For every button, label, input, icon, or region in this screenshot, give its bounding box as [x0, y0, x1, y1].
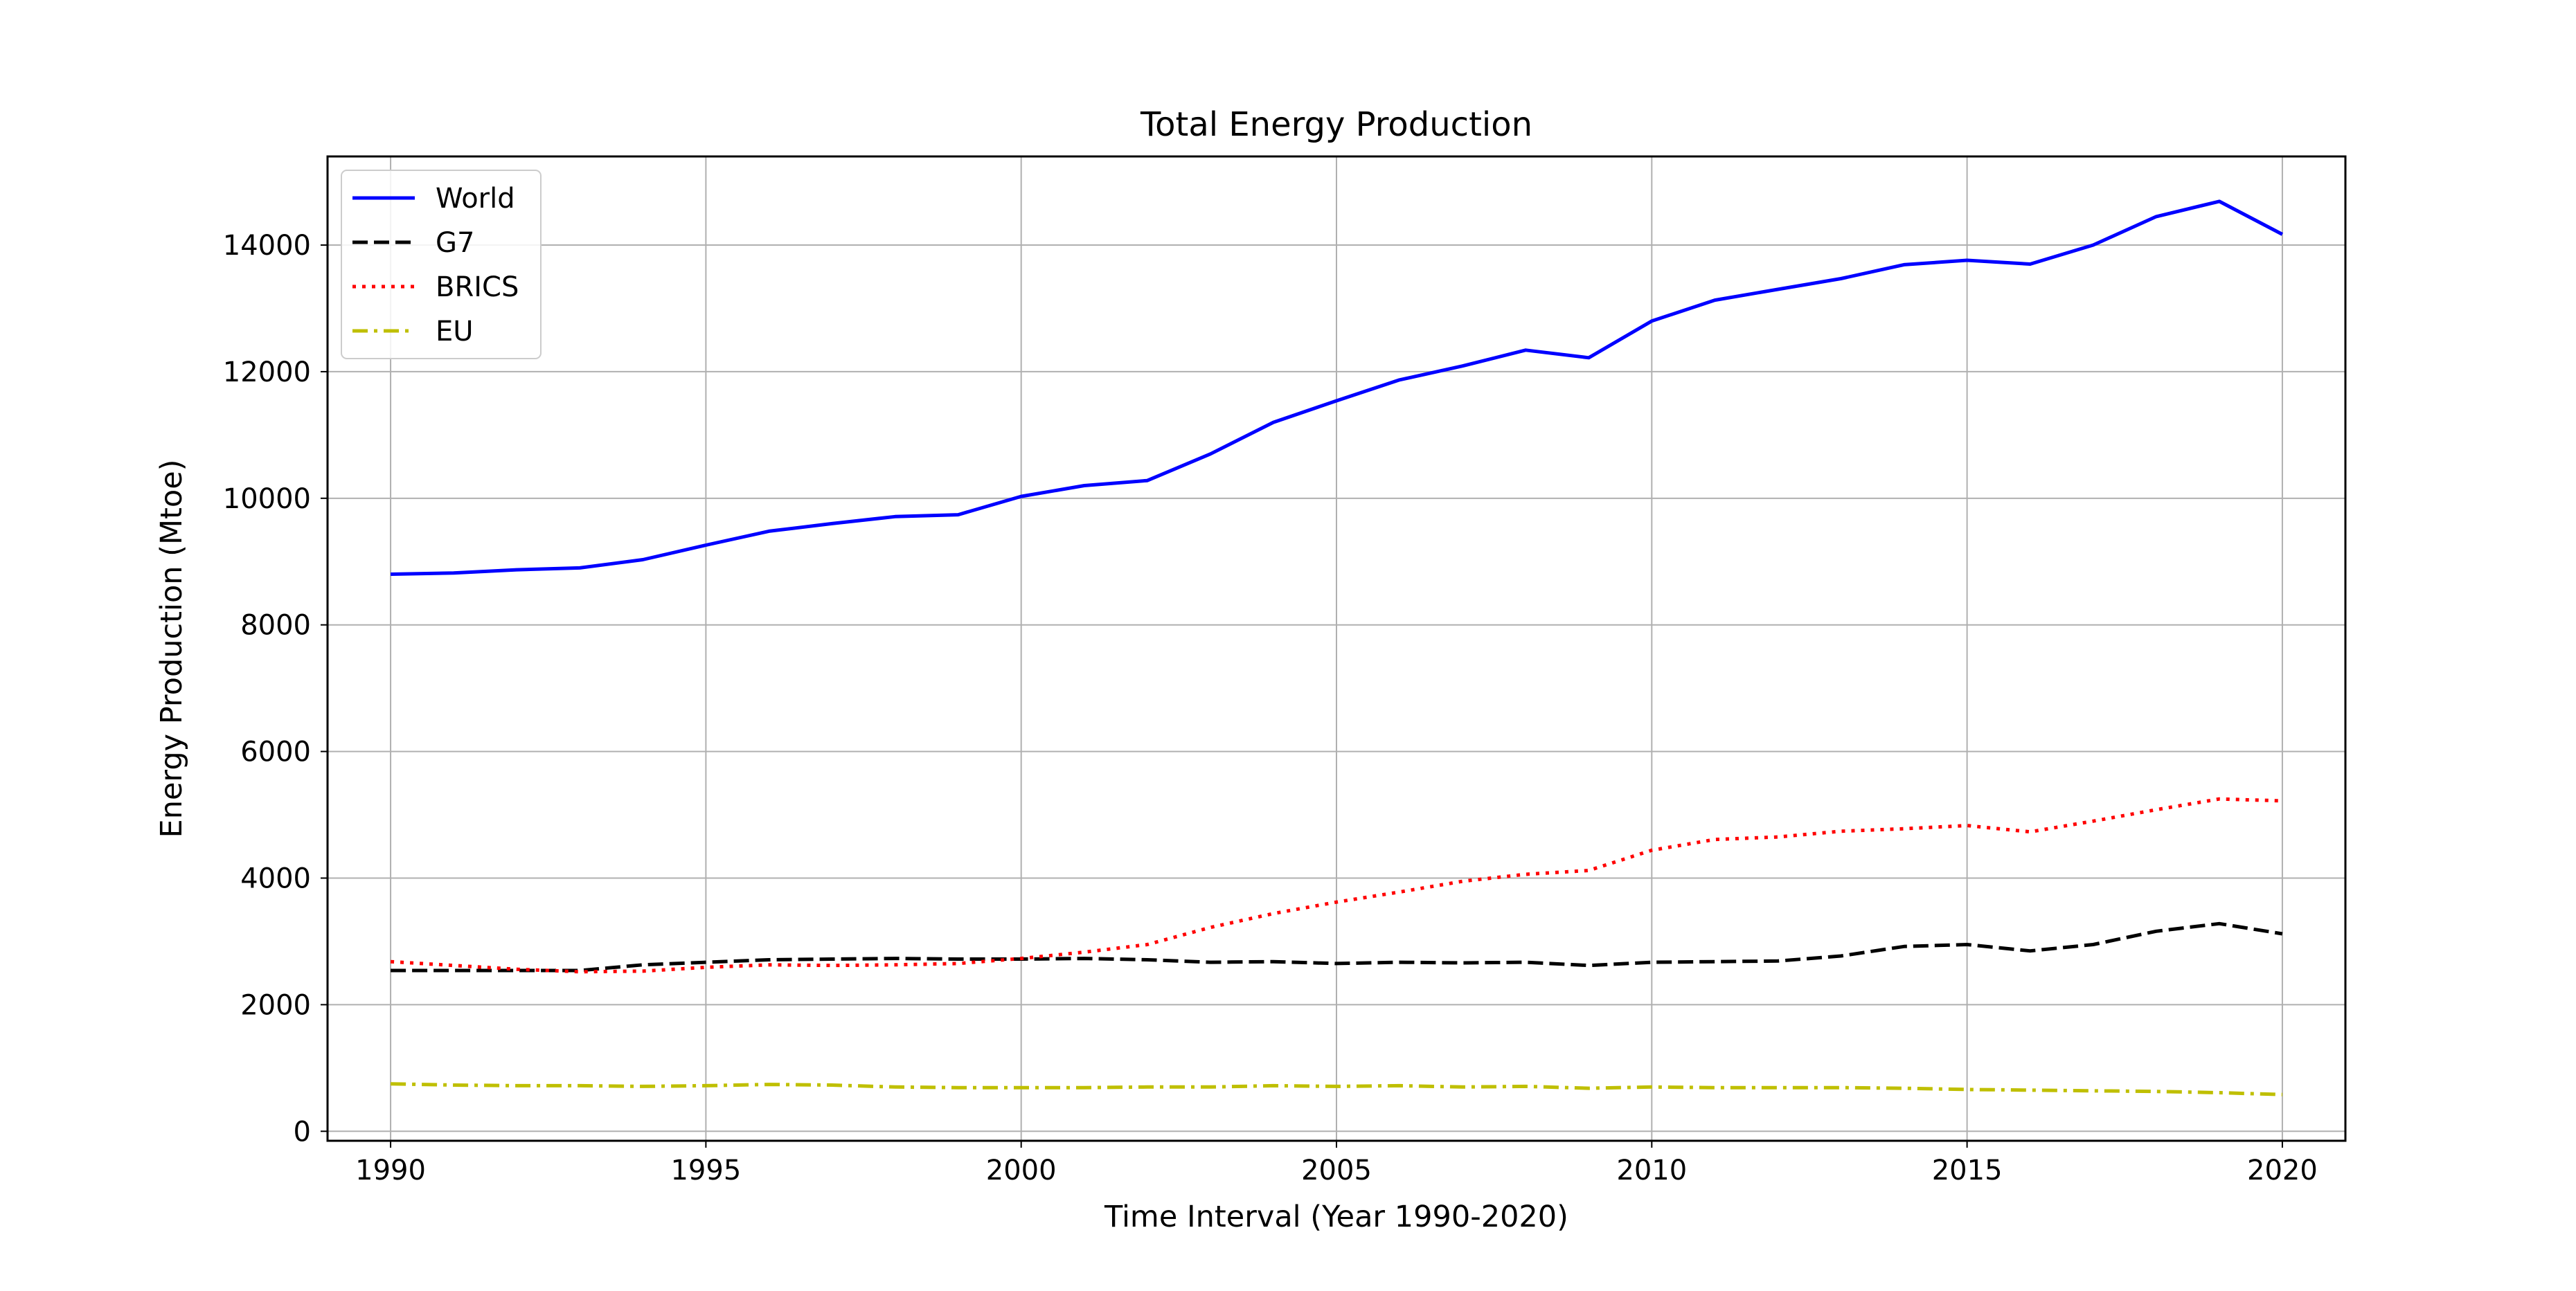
series-line-brics	[390, 797, 2282, 974]
y-tick-label: 6000	[240, 737, 311, 768]
series-lines	[390, 199, 2284, 1096]
series-line-world	[391, 199, 2284, 576]
x-tick-label: 2020	[2247, 1155, 2318, 1186]
chart-title: Total Energy Production	[1140, 105, 1532, 144]
x-tick-label: 1990	[355, 1155, 426, 1186]
x-tick-label: 2000	[986, 1155, 1057, 1186]
y-tick-label: 0	[294, 1116, 311, 1148]
legend: World G7 BRICS EU	[341, 170, 542, 359]
x-tick-label: 2005	[1301, 1155, 1372, 1186]
y-tick-label: 14000	[223, 230, 311, 262]
y-tick-label: 8000	[240, 610, 311, 642]
legend-label-g7: G7	[436, 227, 474, 259]
x-tick-label: 2015	[1932, 1155, 2003, 1186]
y-tick-label: 4000	[240, 863, 311, 894]
y-axis-label: Energy Production (Mtoe)	[154, 460, 189, 838]
y-tick-label: 2000	[240, 989, 311, 1021]
x-tick-label: 2010	[1616, 1155, 1687, 1186]
grid	[328, 156, 2345, 1141]
legend-label-world: World	[436, 183, 515, 215]
axis-ticks: 1990 1995 2000 2005 2010 2015 2020 0 2000 4000 600…	[223, 230, 2318, 1186]
y-tick-label: 12000	[223, 356, 311, 388]
legend-box	[341, 170, 542, 359]
legend-label-brics: BRICS	[436, 271, 519, 303]
legend-label-eu: EU	[436, 316, 474, 347]
y-tick-label: 10000	[223, 483, 311, 515]
series-line-eu	[391, 1082, 2282, 1096]
x-axis-label: Time Interval (Year 1990-2020)	[1104, 1200, 1568, 1234]
x-tick-label: 1995	[670, 1155, 741, 1186]
series-line-g7	[391, 921, 2283, 973]
